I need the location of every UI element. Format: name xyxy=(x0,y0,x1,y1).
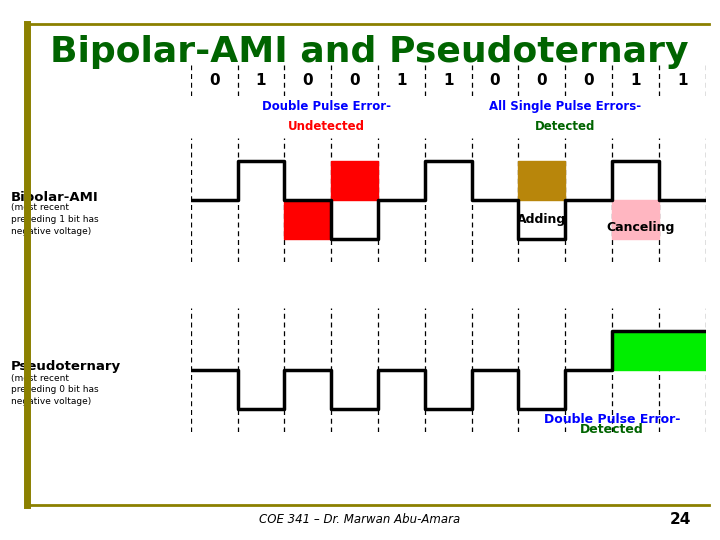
Text: 0: 0 xyxy=(349,73,360,88)
Text: All Single Pulse Errors-: All Single Pulse Errors- xyxy=(489,99,642,113)
Text: Bipolar-AMI: Bipolar-AMI xyxy=(11,191,99,204)
Text: 1: 1 xyxy=(396,73,407,88)
Text: Pseudoternary: Pseudoternary xyxy=(11,360,121,373)
Text: 0: 0 xyxy=(536,73,547,88)
Text: 0: 0 xyxy=(302,73,313,88)
Text: Detected: Detected xyxy=(580,423,644,436)
Text: Canceling: Canceling xyxy=(606,221,674,234)
Text: 1: 1 xyxy=(256,73,266,88)
Text: Undetected: Undetected xyxy=(288,120,365,133)
Text: Double Pulse Error-: Double Pulse Error- xyxy=(544,413,680,426)
Text: COE 341 – Dr. Marwan Abu-Amara: COE 341 – Dr. Marwan Abu-Amara xyxy=(259,513,461,526)
Bar xyxy=(331,161,378,200)
Text: 1: 1 xyxy=(443,73,454,88)
Bar xyxy=(518,161,565,200)
Bar xyxy=(612,200,659,239)
Bar xyxy=(612,331,659,370)
Text: Detected: Detected xyxy=(535,120,595,133)
Text: 0: 0 xyxy=(490,73,500,88)
Text: 1: 1 xyxy=(677,73,688,88)
Text: 1: 1 xyxy=(630,73,641,88)
Text: (most recent
preceding 1 bit has
negative voltage): (most recent preceding 1 bit has negativ… xyxy=(11,203,99,235)
Text: 0: 0 xyxy=(583,73,594,88)
Bar xyxy=(284,200,331,239)
Text: Double Pulse Error-: Double Pulse Error- xyxy=(262,99,391,113)
Bar xyxy=(659,331,706,370)
Text: (most recent
preceding 0 bit has
negative voltage): (most recent preceding 0 bit has negativ… xyxy=(11,374,99,406)
Text: 0: 0 xyxy=(209,73,220,88)
Text: 24: 24 xyxy=(670,512,691,527)
Text: Adding: Adding xyxy=(517,213,567,226)
Text: Bipolar-AMI and Pseudoternary: Bipolar-AMI and Pseudoternary xyxy=(50,35,689,69)
